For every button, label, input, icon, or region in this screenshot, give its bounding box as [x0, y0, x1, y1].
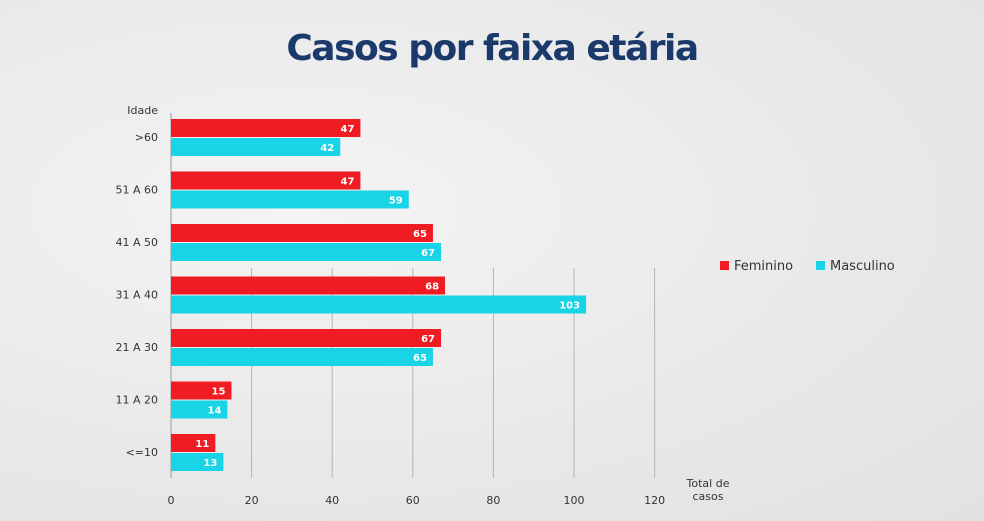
x-tick-label: 40 [325, 494, 339, 507]
x-tick-label: 80 [486, 494, 500, 507]
chart-title: Casos por faixa etária [286, 28, 699, 69]
x-tick-label: 0 [168, 494, 175, 507]
category-label: 31 A 40 [115, 289, 158, 302]
bar-feminino-2 [171, 224, 433, 242]
bar-feminino-3 [171, 276, 446, 295]
bar-feminino-0 [171, 119, 361, 137]
bar-feminino-1 [171, 171, 361, 190]
category-label: <=10 [126, 446, 158, 459]
legend-label-masculino: Masculino [830, 259, 895, 274]
category-label: 51 A 60 [115, 184, 158, 197]
bar-masculino-4 [171, 348, 433, 366]
y-axis-title: Idade [127, 104, 158, 117]
bar-masculino-5 [171, 400, 228, 419]
category-label: 11 A 20 [115, 394, 158, 407]
data-label: 65 [413, 353, 427, 364]
x-tick-label: 120 [644, 494, 665, 507]
x-tick-label: 20 [245, 494, 259, 507]
x-axis-title: Total de casos [686, 477, 730, 503]
data-label: 11 [195, 439, 209, 450]
data-label: 47 [340, 124, 354, 135]
data-label: 42 [320, 143, 334, 154]
bars [171, 119, 587, 471]
data-label: 65 [413, 229, 427, 240]
bar-masculino-1 [171, 190, 409, 209]
data-label: 59 [389, 196, 403, 207]
x-tick-label: 60 [406, 494, 420, 507]
bar-masculino-3 [171, 295, 587, 314]
data-label: 13 [203, 458, 217, 469]
x-tick-label: 100 [564, 494, 585, 507]
category-label: >60 [135, 131, 158, 144]
bar-masculino-2 [171, 243, 442, 261]
legend-swatch-feminino [720, 261, 729, 270]
legend-swatch-masculino [816, 261, 825, 270]
data-label: 67 [421, 334, 435, 345]
legend-label-feminino: Feminino [734, 259, 793, 274]
labels: 0 20 40 60 80 100 120 Idade Total de casos >60 47 42… [115, 104, 729, 507]
category-label: 21 A 30 [115, 341, 158, 354]
data-label: 47 [340, 177, 354, 188]
bar-masculino-6 [171, 453, 224, 471]
bar-feminino-6 [171, 434, 216, 452]
bar-masculino-0 [171, 138, 341, 156]
category-label: 41 A 50 [115, 236, 158, 249]
data-label: 103 [559, 301, 580, 312]
bar-feminino-5 [171, 381, 232, 400]
data-label: 15 [212, 387, 226, 398]
data-label: 67 [421, 248, 435, 259]
data-label: 68 [425, 282, 439, 293]
bar-feminino-4 [171, 329, 442, 347]
data-label: 14 [207, 406, 221, 417]
legend: Feminino Masculino [720, 259, 895, 274]
